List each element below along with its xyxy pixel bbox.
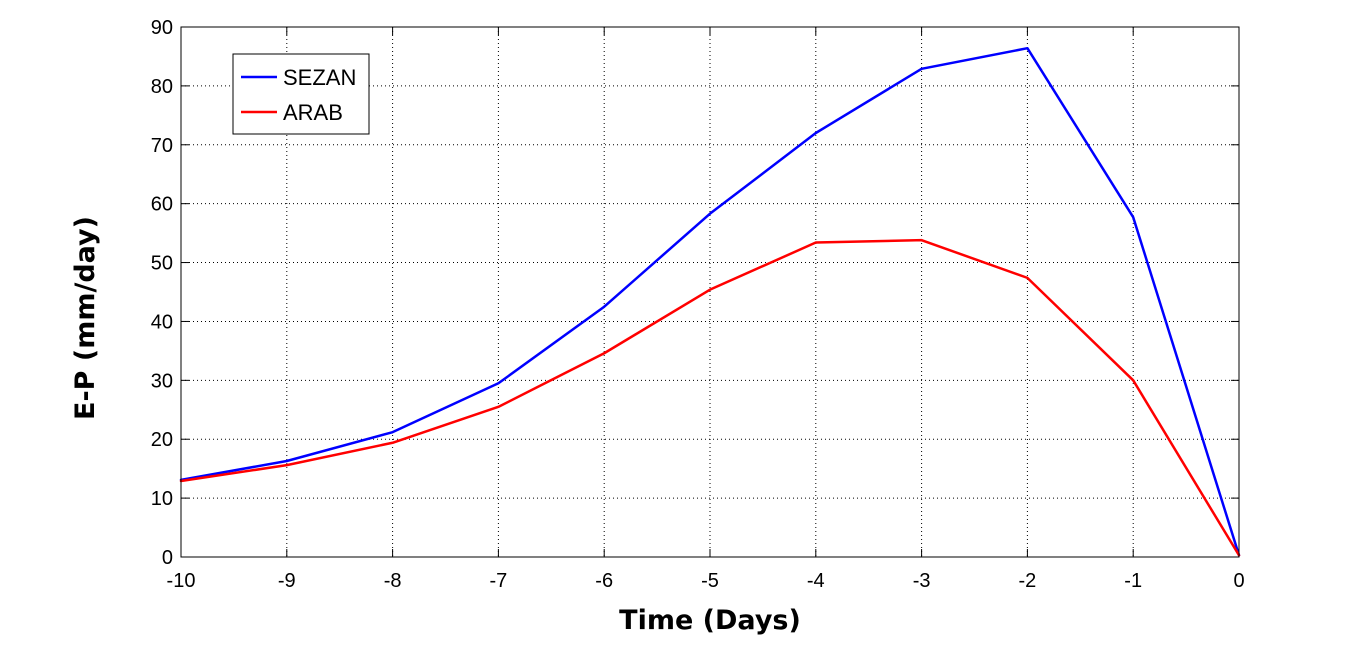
y-tick-label: 40 xyxy=(151,311,173,333)
x-tick-label: 0 xyxy=(1233,570,1244,592)
axis-ticks xyxy=(180,26,1240,558)
y-tick-label: 30 xyxy=(151,370,173,392)
x-tick-label: -5 xyxy=(701,570,719,592)
legend-label-arab: ARAB xyxy=(283,100,343,125)
y-tick-label: 60 xyxy=(151,194,173,216)
y-tick-labels: 0 10 20 30 40 50 60 70 80 90 xyxy=(151,17,173,569)
y-tick-label: 90 xyxy=(151,17,173,39)
x-tick-label: -7 xyxy=(490,570,508,592)
x-tick-labels: -10 -9 -8 -7 -6 -5 -4 -3 -2 -1 0 xyxy=(167,570,1245,592)
y-tick-label: 70 xyxy=(151,135,173,157)
x-axis-title: Time (Days) xyxy=(619,605,801,636)
y-tick-label: 0 xyxy=(162,547,173,569)
series-line-sezan xyxy=(179,46,1241,557)
x-tick-label: -1 xyxy=(1124,570,1142,592)
x-tick-label: -8 xyxy=(384,570,402,592)
legend: SEZAN ARAB xyxy=(232,53,370,135)
y-tick-label: 50 xyxy=(151,253,173,275)
series-line-arab xyxy=(179,238,1241,557)
y-axis-title: E-P (mm/day) xyxy=(70,216,101,420)
legend-label-sezan: SEZAN xyxy=(283,65,356,90)
x-tick-label: -4 xyxy=(807,570,825,592)
y-tick-label: 80 xyxy=(151,76,173,98)
y-tick-label: 20 xyxy=(151,429,173,451)
x-tick-label: -10 xyxy=(167,570,196,592)
x-tick-label: -6 xyxy=(595,570,613,592)
x-tick-label: -3 xyxy=(913,570,931,592)
legend-box xyxy=(232,53,370,135)
series-lines xyxy=(179,46,1241,557)
y-tick-label: 10 xyxy=(151,488,173,510)
x-tick-label: -2 xyxy=(1019,570,1037,592)
x-tick-label: -9 xyxy=(278,570,296,592)
